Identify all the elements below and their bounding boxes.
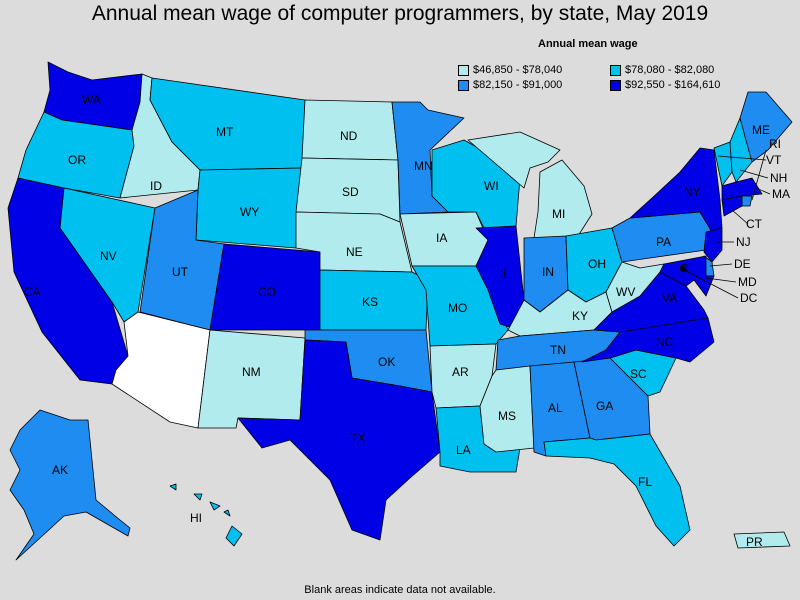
state-label-nm: NM [242, 365, 261, 379]
state-label-sc: SC [630, 367, 647, 381]
state-label-ok: OK [378, 355, 395, 369]
legend-label-2: $78,080 - $82,080 [625, 64, 715, 76]
state-nh[interactable] [729, 117, 753, 183]
state-label-tn: TN [550, 343, 566, 357]
legend-swatch-3 [458, 79, 469, 91]
leader-line-dc [683, 269, 739, 299]
state-label-co: CO [258, 285, 276, 299]
leader-line-de [709, 263, 733, 267]
legend-label-3: $82,150 - $91,000 [473, 79, 563, 91]
legend-item-bin-3: $82,150 - $91,000 [458, 79, 562, 91]
leader-line-ct [731, 209, 749, 225]
state-label-ga: GA [596, 399, 613, 413]
state-label-il: IL [500, 267, 510, 281]
state-pr[interactable] [733, 531, 791, 549]
state-ny[interactable] [629, 147, 723, 233]
state-label-pa: PA [656, 235, 671, 249]
state-label-pr: PR [746, 535, 763, 549]
legend-label-1: $46,850 - $78,040 [473, 64, 563, 76]
state-label-nj: NJ [736, 235, 751, 249]
state-label-fl: FL [638, 475, 652, 489]
state-label-ma: MA [772, 187, 790, 201]
legend-swatch-2 [610, 64, 621, 76]
state-label-ms: MS [498, 409, 516, 423]
leader-line-ri [751, 149, 767, 201]
state-label-vt: VT [766, 153, 782, 167]
footnote: Blank areas indicate data not available. [304, 584, 496, 596]
state-label-nd: ND [340, 129, 358, 143]
state-label-or: OR [68, 153, 86, 167]
state-label-wa: WA [82, 93, 101, 107]
state-label-hi: HI [190, 511, 202, 525]
state-label-ky: KY [572, 309, 588, 323]
state-label-ne: NE [346, 245, 363, 259]
state-label-ar: AR [452, 365, 469, 379]
state-az[interactable] [111, 311, 211, 429]
state-label-mi: MI [552, 207, 565, 221]
state-label-ct: CT [746, 217, 763, 231]
state-wy[interactable] [195, 167, 303, 249]
state-ak[interactable] [9, 409, 131, 561]
legend-item-bin-1: $46,850 - $78,040 [458, 64, 562, 76]
state-label-ia: IA [436, 231, 447, 245]
state-label-nh: NH [770, 171, 787, 185]
state-fl[interactable] [543, 433, 691, 547]
state-label-tx: TX [350, 431, 365, 445]
state-label-ut: UT [172, 265, 189, 279]
state-hi[interactable] [169, 483, 243, 547]
state-label-al: AL [548, 401, 563, 415]
state-label-ks: KS [362, 295, 378, 309]
state-label-la: LA [456, 443, 471, 457]
state-label-in: IN [542, 265, 554, 279]
state-label-ri: RI [769, 137, 781, 151]
state-label-ny: NY [684, 185, 701, 199]
state-label-wy: WY [240, 205, 259, 219]
state-me[interactable] [739, 91, 793, 163]
leader-line-ma [755, 187, 771, 195]
legend-label-4: $92,550 - $164,610 [625, 79, 721, 91]
legend-item-bin-2: $78,080 - $82,080 [610, 64, 714, 76]
legend-item-bin-4: $92,550 - $164,610 [610, 79, 720, 91]
state-label-dc: DC [740, 291, 758, 305]
state-label-sd: SD [342, 185, 359, 199]
state-label-me: ME [752, 123, 770, 137]
state-label-ak: AK [52, 463, 68, 477]
state-label-wi: WI [484, 179, 499, 193]
state-ri[interactable] [741, 195, 753, 207]
leader-line-vt [717, 155, 767, 161]
leader-line-md [705, 277, 737, 283]
state-label-wv: WV [616, 285, 635, 299]
state-nm[interactable] [197, 329, 306, 429]
state-label-mo: MO [448, 301, 467, 315]
legend-swatch-4 [610, 79, 621, 91]
state-label-mn: MN [414, 159, 433, 173]
state-mn[interactable] [391, 101, 465, 215]
state-nj[interactable] [703, 227, 723, 263]
state-il[interactable] [475, 225, 525, 329]
state-label-ca: CA [24, 285, 41, 299]
leader-line-nh [739, 169, 769, 179]
state-label-nc: NC [656, 335, 674, 349]
state-mi[interactable] [467, 131, 593, 239]
state-label-de: DE [734, 257, 751, 271]
state-tx[interactable] [237, 339, 441, 541]
legend-title: Annual mean wage [538, 38, 638, 50]
state-label-nv: NV [100, 249, 117, 263]
state-md[interactable] [659, 255, 715, 297]
state-label-va: VA [662, 291, 677, 305]
legend-swatch-1 [458, 64, 469, 76]
state-ct[interactable] [721, 195, 743, 217]
dc-marker [680, 266, 686, 272]
state-label-md: MD [738, 275, 757, 289]
map-title: Annual mean wage of computer programmers… [91, 2, 709, 25]
state-label-oh: OH [588, 257, 606, 271]
state-label-id: ID [150, 179, 162, 193]
state-label-mt: MT [216, 125, 234, 139]
